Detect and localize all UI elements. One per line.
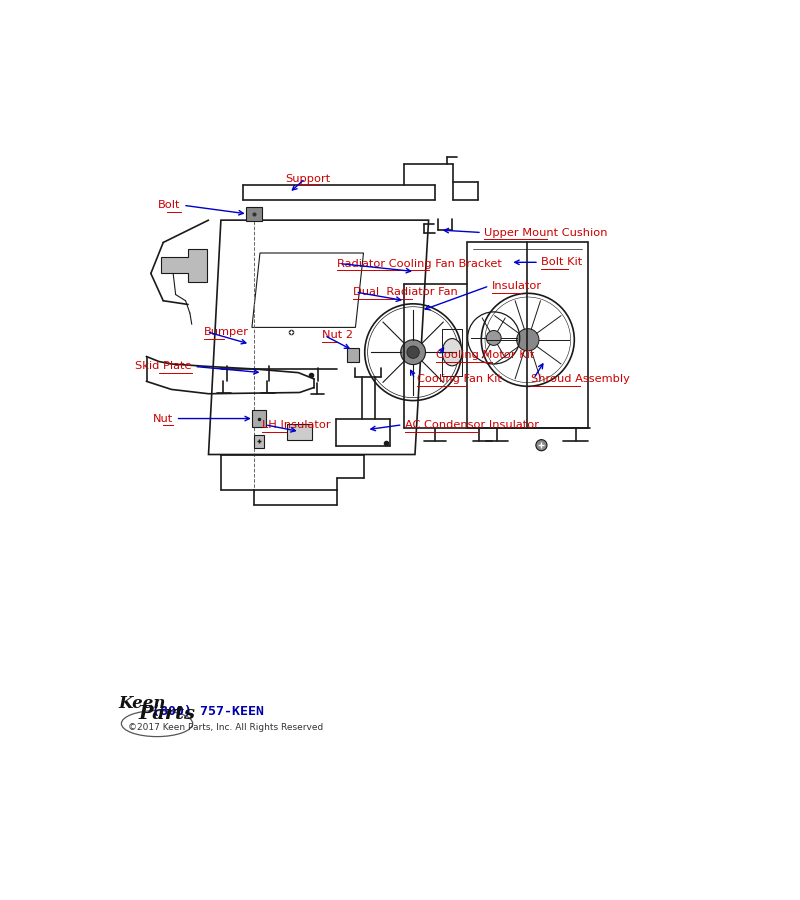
Text: Shroud Assembly: Shroud Assembly xyxy=(531,374,630,384)
Text: Bolt Kit: Bolt Kit xyxy=(542,257,582,267)
Text: Radiator Cooling Fan Bracket: Radiator Cooling Fan Bracket xyxy=(337,258,502,268)
Circle shape xyxy=(486,330,501,346)
Text: Nut: Nut xyxy=(153,413,173,424)
Text: Insulator: Insulator xyxy=(492,281,542,291)
Text: Parts: Parts xyxy=(138,705,195,723)
Text: Keen: Keen xyxy=(118,695,166,712)
Text: Upper Mount Cushion: Upper Mount Cushion xyxy=(485,228,608,238)
Circle shape xyxy=(407,346,419,358)
Bar xyxy=(347,348,358,362)
Text: ©2017 Keen Parts, Inc. All Rights Reserved: ©2017 Keen Parts, Inc. All Rights Reserv… xyxy=(128,723,323,732)
Text: Cooling Fan Kit: Cooling Fan Kit xyxy=(418,374,502,384)
Text: Skid Plate: Skid Plate xyxy=(135,362,192,372)
Text: (800) 757-KEEN: (800) 757-KEEN xyxy=(153,705,265,717)
Bar xyxy=(252,410,266,427)
Bar xyxy=(467,242,588,428)
Text: Support: Support xyxy=(285,174,330,184)
Bar xyxy=(254,435,264,448)
Bar xyxy=(287,424,312,439)
Text: Nut 2: Nut 2 xyxy=(322,330,353,340)
Text: Cooling Motor Kit: Cooling Motor Kit xyxy=(436,350,534,360)
Text: Dual  Radiator Fan: Dual Radiator Fan xyxy=(353,287,458,297)
Text: Bolt: Bolt xyxy=(158,201,181,211)
Text: LH Insulator: LH Insulator xyxy=(262,419,331,429)
Text: Bumper: Bumper xyxy=(204,327,249,337)
Bar xyxy=(246,207,262,220)
Ellipse shape xyxy=(442,338,462,365)
Text: AC Condensor Insulator: AC Condensor Insulator xyxy=(405,419,539,429)
Circle shape xyxy=(536,439,547,451)
Circle shape xyxy=(401,340,426,364)
Polygon shape xyxy=(161,248,206,282)
Circle shape xyxy=(517,328,539,351)
